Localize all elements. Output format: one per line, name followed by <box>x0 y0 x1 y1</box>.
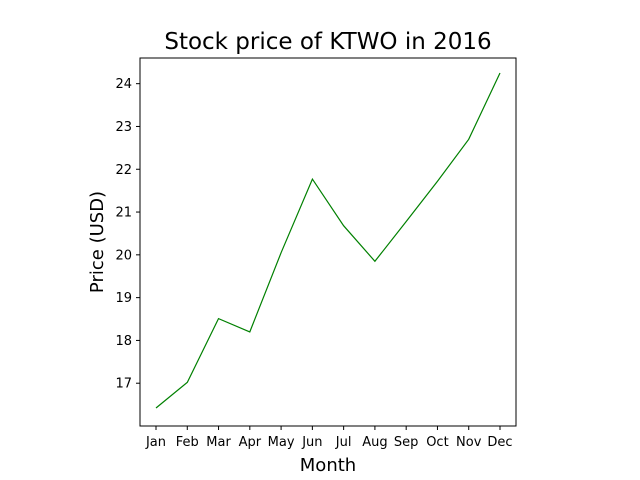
x-tick-label: Nov <box>456 435 482 450</box>
x-tick-label: Aug <box>362 435 387 450</box>
x-tick-label: Dec <box>487 435 512 450</box>
x-axis: Jan Feb Mar Apr May Jun Jul Aug Sep Oct Nov Dec <box>145 426 513 450</box>
x-tick-label: Feb <box>176 435 199 450</box>
chart-title: Stock price of KTWO in 2016 <box>164 29 491 55</box>
price-series-line <box>155 72 501 409</box>
y-tick-label: 19 <box>115 291 132 306</box>
x-axis-label: Month <box>300 455 356 476</box>
y-tick-label: 20 <box>115 248 132 263</box>
y-tick-label: 21 <box>115 206 132 221</box>
x-tick-label: Jun <box>301 435 322 450</box>
plot-area <box>139 57 517 427</box>
y-axis: 17 18 19 20 21 22 23 24 <box>115 77 140 392</box>
x-tick-label: Sep <box>394 435 419 450</box>
y-axis-label: Price (USD) <box>87 191 108 293</box>
y-tick-label: 17 <box>115 377 132 392</box>
x-tick-label: Jul <box>335 435 352 450</box>
x-tick-label: Apr <box>239 435 262 450</box>
y-tick-label: 18 <box>115 334 132 349</box>
y-tick-label: 23 <box>115 120 132 135</box>
x-tick-label: Jan <box>145 435 166 450</box>
x-tick-label: May <box>268 435 295 450</box>
y-tick-label: 22 <box>115 163 132 178</box>
x-tick-label: Oct <box>426 435 448 450</box>
y-tick-label: 24 <box>115 77 132 92</box>
x-tick-label: Mar <box>206 435 231 450</box>
